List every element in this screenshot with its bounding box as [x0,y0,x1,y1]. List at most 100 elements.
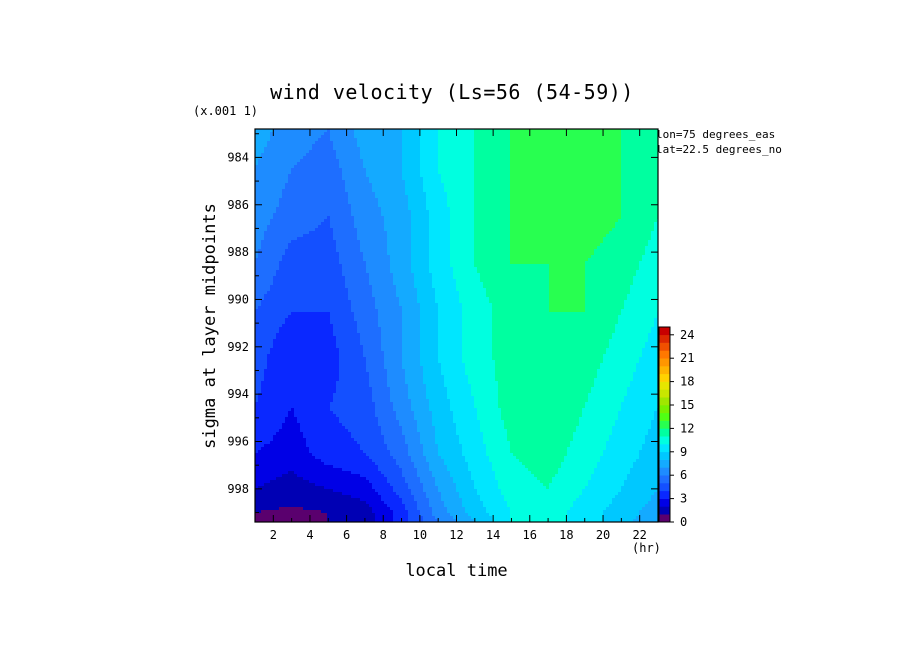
contour-cell [303,141,307,145]
contour-cell [339,234,343,238]
contour-cell [297,261,301,265]
contour-cell [345,384,349,388]
contour-cell [342,177,346,181]
contour-cell [363,204,367,208]
contour-cell [297,162,301,166]
contour-cell [360,327,364,331]
contour-cell [324,369,328,373]
contour-cell [261,486,265,490]
contour-cell [309,504,313,508]
contour-cell [327,159,331,163]
contour-cell [294,336,298,340]
contour-cell [294,369,298,373]
contour-cell [300,495,304,499]
contour-cell [345,339,349,343]
contour-cell [342,471,346,475]
contour-cell [336,444,340,448]
contour-cell [294,303,298,307]
contour-cell [315,306,319,310]
contour-cell [333,306,337,310]
contour-cell [366,474,370,478]
contour-cell [345,429,349,433]
contour-cell [327,444,331,448]
contour-cell [306,519,310,523]
contour-cell [366,168,370,172]
contour-cell [345,378,349,382]
contour-cell [318,165,322,169]
contour-cell [333,192,337,196]
contour-cell [366,402,370,406]
contour-cell [291,315,295,319]
contour-cell [315,498,319,502]
contour-cell [258,351,262,355]
contour-cell [273,408,277,412]
contour-cell [333,453,337,457]
contour-cell [327,171,331,175]
contour-cell [366,384,370,388]
contour-cell [297,384,301,388]
contour-cell [270,195,274,199]
contour-cell [315,207,319,211]
contour-cell [303,321,307,325]
contour-cell [366,387,370,391]
contour-cell [321,456,325,460]
contour-cell [276,207,280,211]
contour-cell [309,261,313,265]
contour-cell [294,132,298,136]
contour-cell [363,189,367,193]
contour-cell [345,330,349,334]
contour-cell [348,402,352,406]
contour-cell [327,201,331,205]
contour-cell [324,513,328,517]
contour-cell [291,243,295,247]
contour-cell [288,468,292,472]
contour-cell [315,288,319,292]
contour-cell [270,273,274,277]
contour-cell [297,474,301,478]
contour-cell [312,366,316,370]
contour-cell [351,186,355,190]
contour-cell [345,336,349,340]
contour-cell [297,375,301,379]
contour-cell [306,150,310,154]
contour-cell [354,357,358,361]
contour-cell [300,279,304,283]
contour-cell [288,135,292,139]
contour-cell [264,285,268,289]
contour-cell [312,291,316,295]
contour-cell [303,306,307,310]
contour-cell [357,468,361,472]
contour-cell [300,513,304,517]
contour-cell [348,255,352,259]
contour-cell [288,189,292,193]
contour-cell [306,399,310,403]
contour-cell [291,459,295,463]
contour-cell [309,360,313,364]
contour-cell [300,291,304,295]
contour-cell [363,366,367,370]
contour-cell [363,501,367,505]
contour-cell [270,471,274,475]
contour-cell [321,408,325,412]
contour-cell [351,363,355,367]
contour-cell [255,426,259,430]
contour-cell [366,258,370,262]
contour-cell [291,513,295,517]
contour-cell [357,213,361,217]
contour-cell [324,153,328,157]
contour-cell [315,219,319,223]
contour-cell [360,402,364,406]
contour-cell [300,339,304,343]
contour-cell [327,270,331,274]
contour-cell [276,363,280,367]
contour-cell [282,288,286,292]
contour-cell [300,510,304,514]
contour-cell [330,417,334,421]
contour-cell [303,162,307,166]
contour-cell [345,177,349,181]
contour-cell [360,417,364,421]
contour-cell [321,471,325,475]
contour-cell [360,426,364,430]
contour-cell [318,453,322,457]
contour-cell [267,438,271,442]
